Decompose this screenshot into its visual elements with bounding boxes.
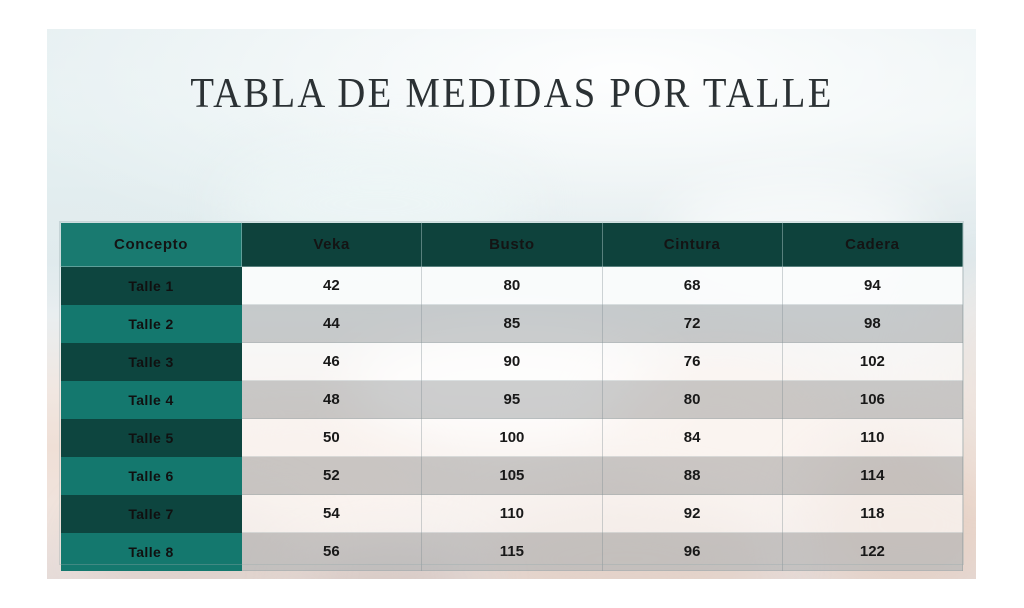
cell-veka: 54	[241, 494, 423, 533]
cell-busto: 95	[421, 380, 603, 419]
cell-veka: 44	[241, 304, 423, 343]
column-header-veka[interactable]: Veka	[240, 222, 423, 267]
cell-veka: 56	[241, 532, 423, 571]
cell-veka: 50	[241, 418, 423, 457]
table-row: Talle 4 48 95 80 106	[60, 380, 964, 419]
table-row: Talle 8 56 115 96 122	[60, 532, 964, 571]
column-header-busto[interactable]: Busto	[421, 222, 603, 267]
column-header-cintura[interactable]: Cintura	[601, 222, 783, 267]
row-label-talle: Talle 1	[60, 266, 242, 305]
cell-cadera: 102	[782, 342, 964, 381]
row-label-talle: Talle 8	[60, 532, 242, 571]
cell-cintura: 96	[602, 532, 783, 571]
cell-cintura: 88	[602, 456, 783, 495]
cell-cintura: 92	[602, 494, 783, 533]
cell-cintura: 72	[602, 304, 783, 343]
table-header-row: Concepto Veka Busto Cintura Cadera	[60, 222, 964, 267]
cell-busto: 115	[421, 532, 603, 571]
cell-cadera: 94	[782, 266, 964, 305]
row-label-talle: Talle 7	[60, 494, 242, 533]
cell-cadera: 114	[782, 456, 964, 495]
cell-busto: 90	[421, 342, 603, 381]
size-table-container: Concepto Veka Busto Cintura Cadera Talle…	[60, 222, 964, 571]
cell-veka: 46	[241, 342, 423, 381]
table-row: Talle 1 42 80 68 94	[60, 266, 964, 305]
cell-busto: 80	[421, 266, 603, 305]
cell-cadera: 106	[782, 380, 964, 419]
cell-cadera: 98	[782, 304, 964, 343]
row-label-talle: Talle 2	[60, 304, 242, 343]
table-body: Talle 1 42 80 68 94 Talle 2 44 85 72 98 …	[60, 266, 964, 571]
cell-cintura: 76	[602, 342, 783, 381]
row-label-talle: Talle 3	[60, 342, 242, 381]
table-row: Talle 2 44 85 72 98	[60, 304, 964, 343]
cell-veka: 42	[241, 266, 423, 305]
row-label-talle: Talle 5	[60, 418, 242, 457]
cell-busto: 85	[421, 304, 603, 343]
cell-cadera: 118	[782, 494, 964, 533]
page-title: TABLA DE MEDIDAS POR TALLE	[190, 71, 834, 117]
cell-cintura: 84	[602, 418, 783, 457]
row-label-talle: Talle 4	[60, 380, 242, 419]
size-table: Concepto Veka Busto Cintura Cadera Talle…	[60, 222, 964, 571]
cell-busto: 105	[421, 456, 603, 495]
cell-cadera: 110	[782, 418, 964, 457]
row-label-talle: Talle 6	[60, 456, 242, 495]
cell-veka: 48	[241, 380, 423, 419]
cell-busto: 100	[421, 418, 603, 457]
cell-cadera: 122	[782, 532, 964, 571]
table-row: Talle 3 46 90 76 102	[60, 342, 964, 381]
table-row: Talle 5 50 100 84 110	[60, 418, 964, 457]
cell-veka: 52	[241, 456, 423, 495]
column-header-cadera[interactable]: Cadera	[781, 222, 964, 267]
table-row: Talle 7 54 110 92 118	[60, 494, 964, 533]
cell-busto: 110	[421, 494, 603, 533]
table-header: Concepto Veka Busto Cintura Cadera	[60, 222, 964, 267]
cell-cintura: 68	[602, 266, 783, 305]
column-header-concepto[interactable]: Concepto	[60, 222, 242, 267]
cell-cintura: 80	[602, 380, 783, 419]
table-row: Talle 6 52 105 88 114	[60, 456, 964, 495]
